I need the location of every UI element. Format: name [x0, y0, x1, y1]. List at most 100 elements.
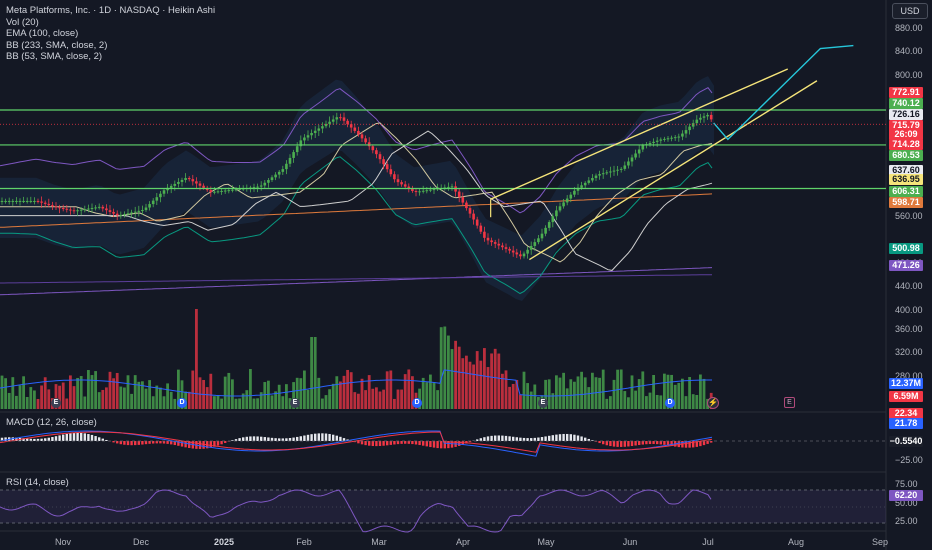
symbol-title[interactable]: Meta Platforms, Inc. · 1D · NASDAQ · Hei… [6, 5, 216, 16]
macd-histogram-bar [393, 441, 396, 445]
candle-body [274, 174, 277, 178]
candle-body [4, 200, 7, 202]
macd-histogram-bar [519, 437, 522, 441]
candle-body [130, 212, 133, 214]
macd-histogram-bar [652, 441, 655, 444]
upcoming-earnings-marker[interactable]: E [784, 397, 795, 408]
volume-bar [666, 374, 670, 409]
candle-body [663, 138, 666, 140]
candle-body [11, 200, 15, 202]
candle-body [623, 165, 627, 169]
macd-histogram-bar [389, 441, 392, 445]
macd-histogram-bar [299, 436, 302, 441]
candle-body [393, 174, 396, 180]
volume-bar [72, 386, 76, 409]
rsi-badge: 62.20 [889, 490, 923, 501]
candle-body [522, 253, 526, 257]
candle-body [349, 124, 353, 128]
candle-body [119, 214, 123, 216]
volume-bar [245, 390, 249, 409]
macd-histogram-bar [126, 441, 130, 446]
candle-body [627, 161, 630, 166]
macd-histogram-bar [270, 437, 274, 441]
rsi-line [0, 489, 712, 533]
candle-body [641, 145, 645, 150]
earnings-marker[interactable]: E [290, 398, 300, 408]
volume-bar [187, 391, 191, 409]
volume-bar [519, 394, 522, 409]
volume-bar [551, 393, 555, 409]
price-badge: 598.71 [889, 197, 923, 208]
volume-bar [339, 381, 342, 409]
volume-bar [108, 371, 112, 409]
macd-label[interactable]: MACD (12, 26, close) [6, 417, 97, 428]
earnings-marker[interactable]: E [538, 398, 548, 408]
macd-histogram-bar [69, 433, 72, 441]
candle-body [115, 213, 119, 216]
volume-bar [29, 387, 33, 409]
macd-histogram-bar [386, 441, 389, 446]
candle-body [497, 243, 501, 246]
macd-histogram-bar [555, 434, 558, 441]
bb-233-lower-line [0, 274, 712, 284]
candle-body [569, 194, 573, 199]
candle-body [670, 137, 673, 139]
macd-histogram-bar [501, 435, 504, 441]
dividend-marker[interactable]: D [665, 398, 675, 408]
volume-bar [475, 351, 479, 409]
volume-bar [353, 392, 357, 409]
dividend-marker[interactable]: D [412, 398, 422, 408]
candle-body [259, 185, 263, 187]
volume-bar [691, 394, 695, 409]
candle-body [655, 140, 659, 142]
currency-button[interactable]: USD [892, 3, 928, 19]
candle-body [342, 117, 346, 121]
candle-body [223, 190, 227, 192]
macd-histogram-bar [508, 436, 511, 441]
macd-histogram-bar [216, 441, 220, 446]
macd-histogram-bar [26, 438, 29, 441]
volume-bar [659, 395, 663, 409]
candle-body [562, 202, 565, 207]
candle-body [429, 189, 432, 191]
candle-body [529, 245, 533, 250]
macd-histogram-bar [656, 441, 659, 445]
indicator-bb-53[interactable]: BB (53, SMA, close, 2) [6, 51, 103, 62]
split-flash-icon[interactable]: ⚡ [707, 397, 719, 409]
candle-body [162, 190, 166, 194]
indicator-volume[interactable]: Vol (20) [6, 16, 39, 28]
candle-body [411, 188, 414, 192]
macd-histogram-bar [335, 435, 338, 441]
volume-bar [58, 385, 61, 409]
volume-bar [324, 395, 328, 409]
volume-bar [310, 337, 313, 409]
macd-histogram-bar [332, 434, 335, 441]
macd-histogram-bar [620, 441, 623, 447]
macd-histogram-bar [400, 441, 403, 444]
indicator-bb-233[interactable]: BB (233, SMA, close, 2) [6, 39, 108, 51]
volume-bar [169, 391, 173, 409]
volume-bar [69, 375, 72, 409]
earnings-marker[interactable]: E [51, 398, 61, 408]
indicator-ema[interactable]: EMA (100, close) [6, 28, 79, 39]
candle-body [324, 123, 328, 127]
rsi-label[interactable]: RSI (14, close) [6, 477, 69, 488]
volume-bar [663, 373, 666, 409]
candle-body [501, 245, 504, 248]
candle-body [295, 146, 299, 153]
candle-body [40, 201, 43, 203]
volume-bar [432, 382, 436, 409]
macd-histogram-bar [166, 441, 169, 444]
macd-histogram-bar [404, 441, 407, 444]
volume-bar [504, 370, 508, 409]
dividend-marker[interactable]: D [177, 398, 187, 408]
volume-bar [22, 376, 25, 409]
macd-badge: −0.5540 [889, 436, 923, 447]
macd-histogram-bar [321, 433, 324, 441]
candle-body [227, 190, 231, 192]
volume-bar [569, 379, 573, 409]
sma-line [0, 130, 713, 271]
candle-body [195, 181, 198, 184]
candle-body [432, 189, 436, 191]
